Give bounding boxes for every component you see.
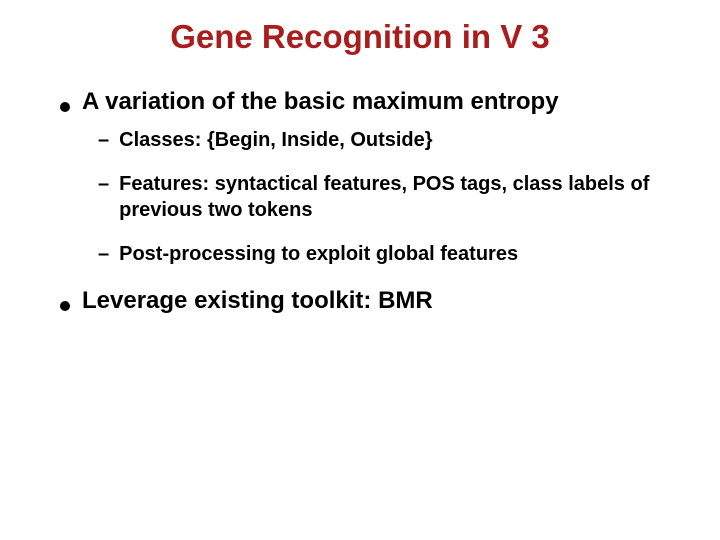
slide-title: Gene Recognition in V 3 — [0, 18, 720, 56]
sub-bullet-item: – Features: syntactical features, POS ta… — [98, 171, 680, 223]
bullet-text: A variation of the basic maximum entropy — [82, 86, 559, 117]
sub-bullet-item: – Post-processing to exploit global feat… — [98, 241, 680, 267]
bullet-item: A variation of the basic maximum entropy — [60, 86, 680, 117]
slide: Gene Recognition in V 3 A variation of t… — [0, 0, 720, 540]
sub-bullet-text: Post-processing to exploit global featur… — [119, 241, 518, 267]
slide-content: A variation of the basic maximum entropy… — [0, 86, 720, 316]
dash-icon: – — [98, 127, 109, 153]
sub-bullet-item: – Classes: {Begin, Inside, Outside} — [98, 127, 680, 153]
sub-bullet-text: Classes: {Begin, Inside, Outside} — [119, 127, 432, 153]
sub-bullet-text: Features: syntactical features, POS tags… — [119, 171, 680, 223]
bullet-item: Leverage existing toolkit: BMR — [60, 285, 680, 316]
bullet-text: Leverage existing toolkit: BMR — [82, 285, 433, 316]
bullet-dot-icon — [60, 102, 70, 112]
dash-icon: – — [98, 241, 109, 267]
bullet-dot-icon — [60, 301, 70, 311]
dash-icon: – — [98, 171, 109, 197]
sub-bullet-list: – Classes: {Begin, Inside, Outside} – Fe… — [60, 127, 680, 267]
